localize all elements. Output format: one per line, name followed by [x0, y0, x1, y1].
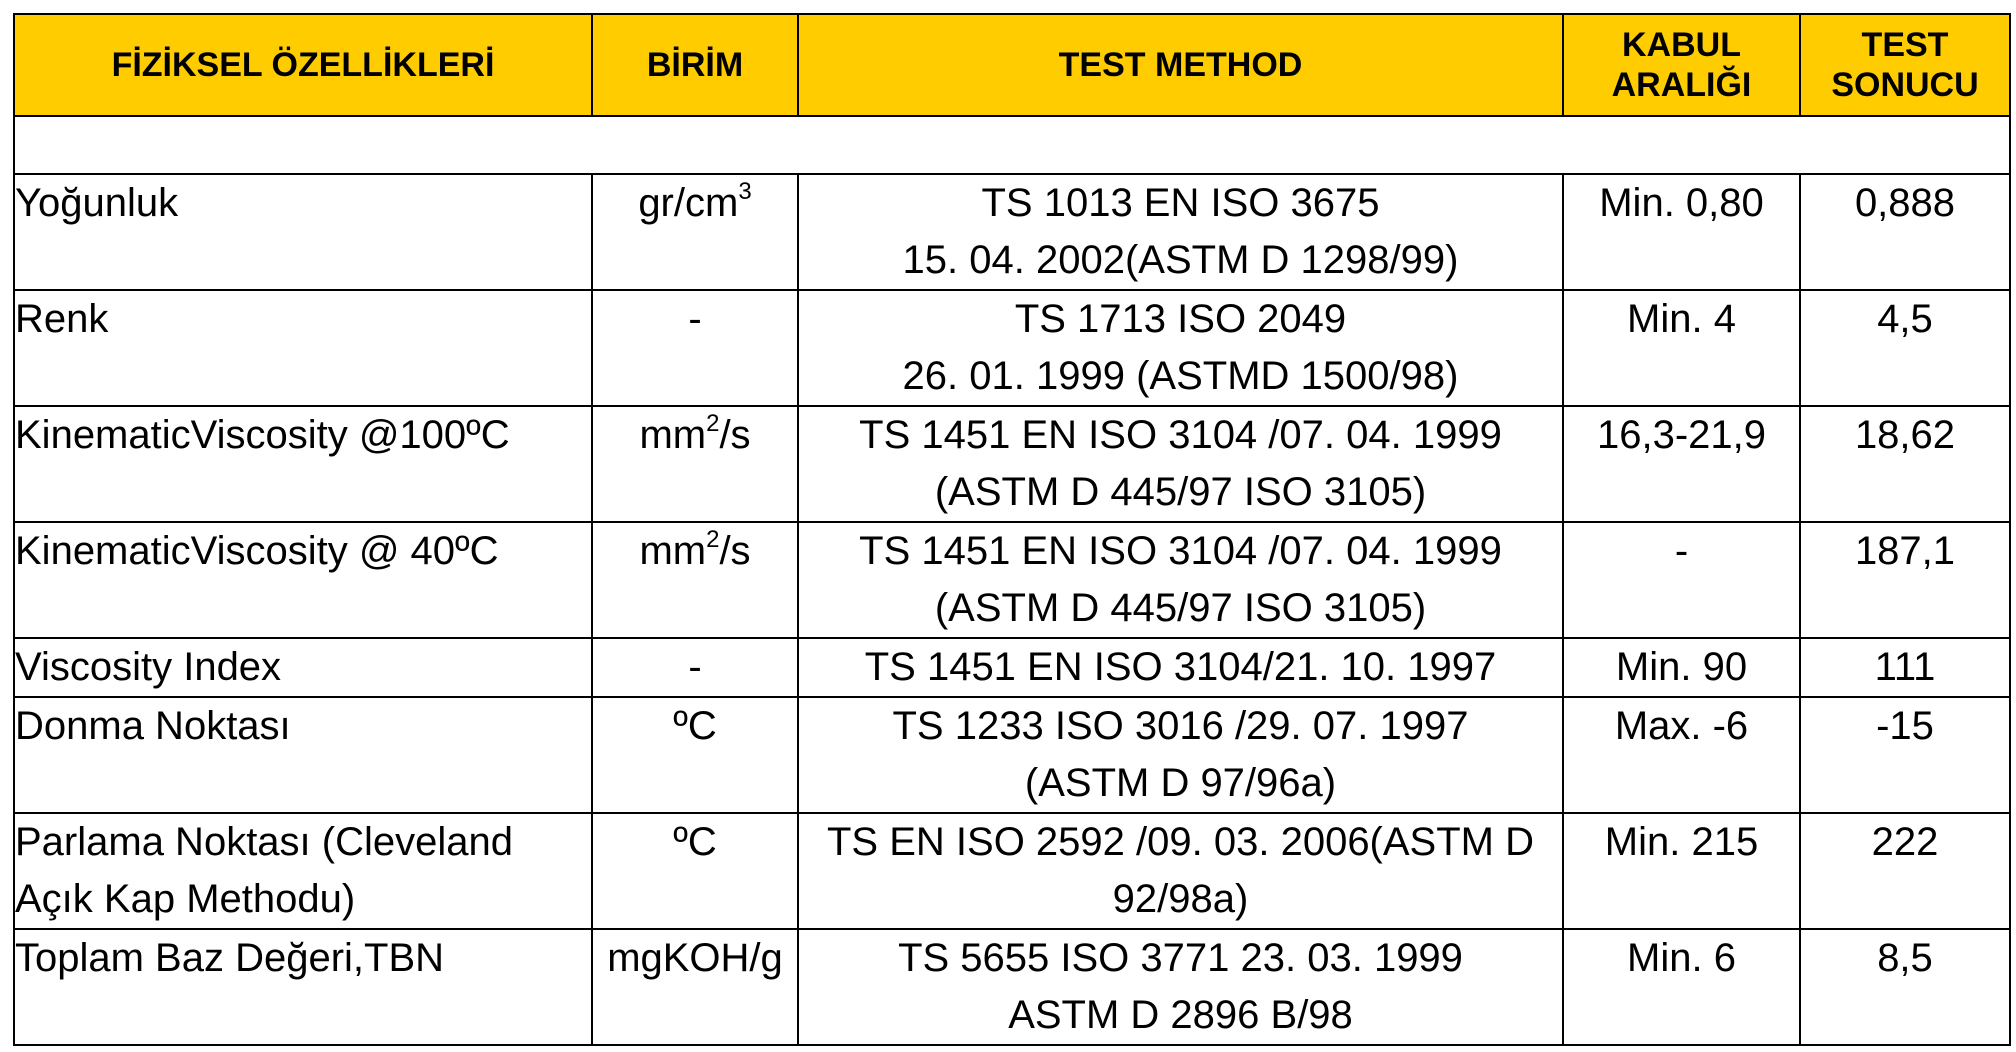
unit-cell: mm2/s: [591, 521, 799, 639]
unit-cell: ºC: [591, 696, 799, 814]
range-cell: Min. 6: [1562, 928, 1801, 1046]
range-cell: 16,3-21,9: [1562, 405, 1801, 523]
result-cell: 222: [1799, 812, 2011, 930]
property-cell: KinematicViscosity @100ºC: [13, 405, 593, 523]
result-cell: 187,1: [1799, 521, 2011, 639]
property-cell: Renk: [13, 289, 593, 407]
header-test-result: TEST SONUCU: [1799, 13, 2011, 117]
unit-cell: -: [591, 637, 799, 698]
table-row: Viscosity Index - TS 1451 EN ISO 3104/21…: [13, 637, 2011, 698]
property-cell: Toplam Baz Değeri,TBN: [13, 928, 593, 1046]
method-cell: TS 5655 ISO 3771 23. 03. 1999 ASTM D 289…: [797, 928, 1564, 1046]
unit-cell: -: [591, 289, 799, 407]
range-cell: Min. 4: [1562, 289, 1801, 407]
properties-table: FİZİKSEL ÖZELLİKLERİ BİRİM TEST METHOD K…: [13, 13, 2011, 1046]
result-cell: 111: [1799, 637, 2011, 698]
result-cell: 4,5: [1799, 289, 2011, 407]
table-row: Renk - TS 1713 ISO 2049 26. 01. 1999 (AS…: [13, 289, 2011, 407]
unit-cell: mgKOH/g: [591, 928, 799, 1046]
result-cell: -15: [1799, 696, 2011, 814]
property-cell: Donma Noktası: [13, 696, 593, 814]
method-cell: TS EN ISO 2592 /09. 03. 2006(ASTM D 92/9…: [797, 812, 1564, 930]
method-cell: TS 1451 EN ISO 3104 /07. 04. 1999 (ASTM …: [797, 405, 1564, 523]
property-cell: KinematicViscosity @ 40ºC: [13, 521, 593, 639]
result-cell: 18,62: [1799, 405, 2011, 523]
range-cell: Max. -6: [1562, 696, 1801, 814]
range-cell: -: [1562, 521, 1801, 639]
method-cell: TS 1713 ISO 2049 26. 01. 1999 (ASTMD 150…: [797, 289, 1564, 407]
unit-exponent: 3: [738, 178, 752, 205]
empty-spacer-row: [13, 115, 2011, 175]
property-cell: Yoğunluk: [13, 173, 593, 291]
unit-exponent: 2: [706, 526, 720, 553]
table-row: KinematicViscosity @ 40ºC mm2/s TS 1451 …: [13, 521, 2011, 639]
table-row: Toplam Baz Değeri,TBN mgKOH/g TS 5655 IS…: [13, 928, 2011, 1046]
range-cell: Min. 215: [1562, 812, 1801, 930]
result-cell: 0,888: [1799, 173, 2011, 291]
range-cell: Min. 90: [1562, 637, 1801, 698]
unit-cell: ºC: [591, 812, 799, 930]
property-cell: Viscosity Index: [13, 637, 593, 698]
range-cell: Min. 0,80: [1562, 173, 1801, 291]
header-row: FİZİKSEL ÖZELLİKLERİ BİRİM TEST METHOD K…: [13, 13, 2011, 117]
method-cell: TS 1013 EN ISO 3675 15. 04. 2002(ASTM D …: [797, 173, 1564, 291]
method-cell: TS 1451 EN ISO 3104/21. 10. 1997: [797, 637, 1564, 698]
header-test-method: TEST METHOD: [797, 13, 1564, 117]
table-row: Parlama Noktası (Cleveland Açık Kap Meth…: [13, 812, 2011, 930]
result-cell: 8,5: [1799, 928, 2011, 1046]
unit-exponent: 2: [706, 410, 720, 437]
header-physical-properties: FİZİKSEL ÖZELLİKLERİ: [13, 13, 593, 117]
header-acceptance-range: KABUL ARALIĞI: [1562, 13, 1801, 117]
unit-cell: mm2/s: [591, 405, 799, 523]
method-cell: TS 1451 EN ISO 3104 /07. 04. 1999 (ASTM …: [797, 521, 1564, 639]
empty-cell: [13, 115, 2011, 175]
table-row: KinematicViscosity @100ºC mm2/s TS 1451 …: [13, 405, 2011, 523]
unit-cell: gr/cm3: [591, 173, 799, 291]
table-row: Donma Noktası ºC TS 1233 ISO 3016 /29. 0…: [13, 696, 2011, 814]
method-cell: TS 1233 ISO 3016 /29. 07. 1997 (ASTM D 9…: [797, 696, 1564, 814]
header-unit: BİRİM: [591, 13, 799, 117]
table-row: Yoğunluk gr/cm3 TS 1013 EN ISO 3675 15. …: [13, 173, 2011, 291]
property-cell: Parlama Noktası (Cleveland Açık Kap Meth…: [13, 812, 593, 930]
